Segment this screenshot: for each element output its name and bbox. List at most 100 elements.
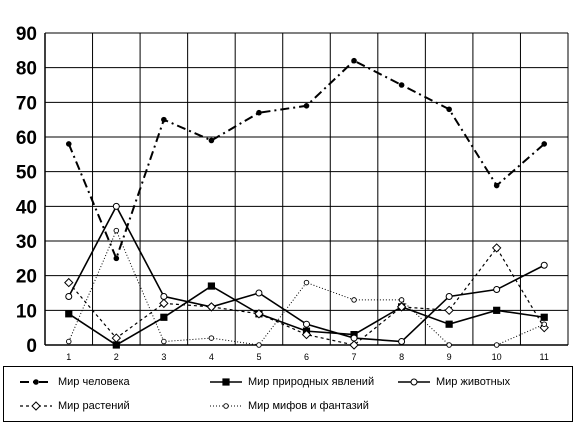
y-tick-label: 50 xyxy=(16,163,37,184)
legend-symbol xyxy=(33,379,39,385)
legend-marker-series-4 xyxy=(20,401,52,411)
data-point xyxy=(113,255,120,262)
legend-label-series-5: Мир мифов и фантазий xyxy=(248,400,369,412)
x-tick-label: 5 xyxy=(256,352,261,362)
y-tick-label: 80 xyxy=(16,59,37,80)
data-point xyxy=(493,182,500,189)
x-tick-label: 10 xyxy=(492,352,502,362)
legend-marker-series-1 xyxy=(20,379,52,385)
grid xyxy=(44,32,569,346)
data-point xyxy=(254,309,264,319)
series-4 xyxy=(64,243,549,350)
legend-symbol xyxy=(223,403,229,409)
legend-symbol xyxy=(31,401,41,411)
data-point xyxy=(303,320,310,328)
data-point xyxy=(113,227,120,234)
legend-item-series-3: Мир животных xyxy=(396,374,510,390)
data-point xyxy=(446,106,452,113)
x-tick-label: 7 xyxy=(352,352,357,362)
legend-marker-series-3 xyxy=(398,378,430,386)
legend-marker-series-5 xyxy=(210,403,242,409)
series-3 xyxy=(65,202,548,346)
data-point xyxy=(64,277,74,288)
y-tick-label: 20 xyxy=(16,267,37,288)
data-point xyxy=(301,329,312,340)
data-point xyxy=(208,137,215,144)
x-tick-label: 11 xyxy=(540,352,549,362)
legend-item-series-1: Мир человека xyxy=(18,374,130,390)
legend-item-series-2: Мир природных явлений xyxy=(208,374,374,390)
x-tick-label: 3 xyxy=(161,352,166,362)
series-1 xyxy=(65,57,548,262)
data-point xyxy=(540,261,548,269)
data-point xyxy=(256,109,262,116)
data-point xyxy=(445,292,453,300)
data-point xyxy=(444,305,454,316)
legend-symbol xyxy=(222,378,230,386)
y-tick-label: 60 xyxy=(16,128,37,149)
data-point xyxy=(541,141,548,147)
series-line xyxy=(68,229,545,346)
data-point xyxy=(112,341,120,349)
data-point xyxy=(206,302,217,312)
data-point xyxy=(208,335,215,341)
legend-item-series-4: Мир растений xyxy=(18,398,130,414)
legend-label-series-2: Мир природных явлений xyxy=(248,376,375,388)
x-tick-label: 4 xyxy=(209,352,214,362)
data-point xyxy=(491,243,502,253)
data-point xyxy=(161,338,167,345)
x-tick-label: 1 xyxy=(66,352,71,362)
data-point xyxy=(111,333,122,343)
y-tick-label: 30 xyxy=(16,232,37,253)
data-point xyxy=(493,342,500,348)
data-point xyxy=(112,202,120,210)
data-point xyxy=(161,116,167,123)
legend: Мир человека Мир природных явлений Мир ж… xyxy=(3,366,573,422)
x-tick-label: 8 xyxy=(399,352,404,362)
data-point xyxy=(398,82,405,88)
data-point xyxy=(65,292,73,300)
x-tick-label: 2 xyxy=(114,352,119,362)
data-point xyxy=(303,279,310,286)
data-point xyxy=(65,141,72,147)
legend-label-series-1: Мир человека xyxy=(58,376,130,388)
plot-area: 0 10 20 30 40 50 60 70 80 90 1 2 3 4 5 6 7 8 9 10 11 xyxy=(16,24,569,362)
data-point xyxy=(445,320,453,328)
data-point xyxy=(66,338,72,345)
data-point xyxy=(159,298,169,309)
data-point xyxy=(207,282,216,290)
data-point xyxy=(65,310,73,318)
y-tick-label: 10 xyxy=(16,301,37,322)
data-point xyxy=(493,286,501,294)
data-point xyxy=(351,297,357,303)
data-point xyxy=(493,306,501,314)
y-tick-label: 70 xyxy=(16,93,37,114)
data-point xyxy=(351,57,357,64)
legend-item-series-5: Мир мифов и фантазий xyxy=(208,398,369,414)
x-tick-label: 9 xyxy=(447,352,452,362)
legend-symbol xyxy=(410,378,418,386)
y-tick-label: 0 xyxy=(26,336,37,357)
y-tick-label: 40 xyxy=(16,197,37,218)
y-tick-label: 90 xyxy=(16,24,37,45)
data-point xyxy=(160,292,168,300)
series-5 xyxy=(66,227,547,348)
data-point xyxy=(540,313,548,321)
data-point xyxy=(256,342,262,348)
legend-label-series-3: Мир животных xyxy=(436,376,511,388)
legend-marker-series-2 xyxy=(210,378,242,386)
x-tick-label: 6 xyxy=(304,352,309,362)
data-point xyxy=(350,334,358,342)
data-point xyxy=(398,338,406,346)
data-point xyxy=(398,297,405,303)
data-point xyxy=(160,313,168,321)
data-point xyxy=(446,342,452,348)
data-point xyxy=(349,340,359,350)
series-line xyxy=(68,246,545,346)
data-point xyxy=(541,321,547,327)
legend-label-series-4: Мир растений xyxy=(58,400,130,412)
data-point xyxy=(303,103,310,109)
data-point xyxy=(396,302,407,312)
data-point xyxy=(255,289,263,297)
